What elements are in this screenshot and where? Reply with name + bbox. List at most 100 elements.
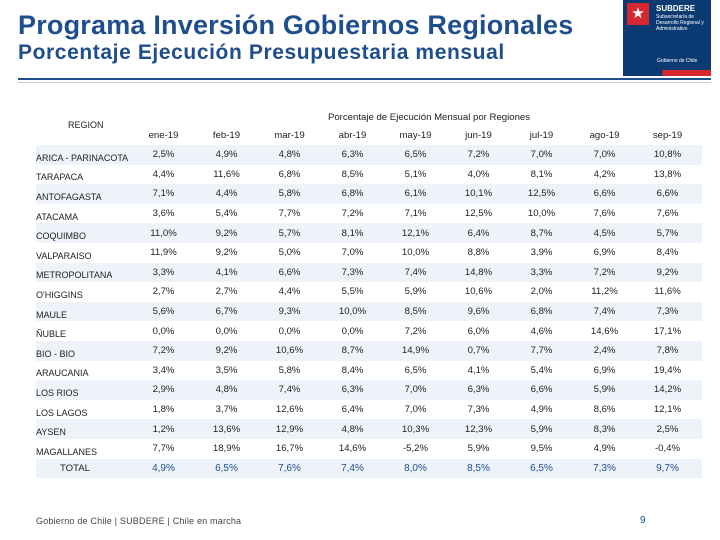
value-cell: 12,5% — [464, 208, 493, 220]
value-cell: 10,3% — [401, 423, 430, 435]
value-cell: 0,0% — [341, 325, 364, 337]
value-cell: 4,1% — [467, 364, 490, 376]
footer-text: Gobierno de Chile | SUBDERE | Chile en m… — [36, 516, 242, 526]
value-cell: 6,8% — [278, 168, 301, 180]
month-header: feb-19 — [212, 130, 241, 141]
value-cell: 3,6% — [152, 208, 175, 220]
group-header: Porcentaje de Ejecución Mensual por Regi… — [36, 112, 702, 123]
value-cell: 6,5% — [215, 462, 238, 474]
value-cell: 8,8% — [467, 247, 490, 259]
value-cell: 7,0% — [404, 404, 427, 416]
table-row: LOS RIOS 2,9% 4,8% 7,4% 6,3% 7,0% 6,3% 6,6% 5,9%… — [36, 380, 702, 400]
value-cell: 3,9% — [530, 247, 553, 259]
value-cell: 6,0% — [467, 325, 490, 337]
table-row: ARAUCANIA 3,4% 3,5% 5,8% 8,4% 6,5% 4,1% 5,4% 6,9… — [36, 361, 702, 381]
page-subtitle: Porcentaje Ejecución Presupuestaria mens… — [18, 41, 505, 64]
value-cell: 6,5% — [404, 364, 427, 376]
value-cell: 7,0% — [404, 384, 427, 396]
value-cell: 9,3% — [278, 306, 301, 318]
value-cell: 12,3% — [464, 423, 493, 435]
value-cell: 10,0% — [401, 247, 430, 259]
value-cell: 3,4% — [152, 364, 175, 376]
value-cell: 4,5% — [593, 227, 616, 239]
region-name: AYSEN — [36, 427, 66, 438]
value-cell: 19,4% — [653, 364, 682, 376]
value-cell: 7,3% — [341, 266, 364, 278]
value-cell: 14,2% — [653, 384, 682, 396]
value-cell: 5,0% — [278, 247, 301, 259]
table-row: VALPARAISO 11,9% 9,2% 5,0% 7,0% 10,0% 8,8% 3,9%… — [36, 243, 702, 263]
region-name: TOTAL — [59, 462, 91, 474]
value-cell: 0,0% — [152, 325, 175, 337]
value-cell: 7,0% — [341, 247, 364, 259]
value-cell: 0,0% — [215, 325, 238, 337]
value-cell: 5,1% — [404, 168, 427, 180]
value-cell: 8,7% — [530, 227, 553, 239]
month-header: may-19 — [384, 126, 447, 145]
value-cell: 12,1% — [653, 404, 682, 416]
value-cell: 14,9% — [401, 345, 430, 357]
region-name: ÑUBLE — [36, 329, 67, 340]
value-cell: 3,3% — [152, 266, 175, 278]
value-cell: 8,1% — [341, 227, 364, 239]
value-cell: 7,0% — [593, 149, 616, 161]
table-row: MAULE 5,6% 6,7% 9,3% 10,0% 8,5% 9,6% 6,8% 7,4% 7,… — [36, 301, 702, 322]
value-cell: 2,0% — [530, 286, 553, 298]
month-header: jul-19 — [510, 126, 573, 145]
month-header: ene-19 — [132, 126, 195, 145]
value-cell: 2,7% — [152, 286, 175, 298]
value-cell: 6,5% — [404, 149, 427, 161]
value-cell: 7,4% — [404, 266, 427, 278]
region-name: BIO - BIO — [36, 348, 76, 359]
region-name: MAULE — [36, 309, 68, 320]
value-cell: 11,9% — [150, 247, 177, 259]
value-cell: 7,2% — [341, 208, 364, 220]
value-cell: 7,3% — [467, 404, 490, 416]
value-cell: 12,5% — [527, 188, 556, 200]
value-cell: 4,9% — [215, 149, 238, 161]
value-cell: 4,9% — [152, 462, 175, 474]
value-cell: 2,4% — [593, 345, 616, 357]
value-cell: 11,6% — [654, 286, 681, 298]
value-cell: 12,9% — [275, 423, 304, 435]
month-header: jun-19 — [465, 130, 492, 141]
value-cell: 11,0% — [150, 227, 177, 239]
value-cell: 5,9% — [593, 384, 616, 396]
value-cell: 8,1% — [530, 168, 553, 180]
value-cell: 4,4% — [278, 286, 301, 298]
region-name: ATACAMA — [36, 211, 79, 222]
value-cell: 17,1% — [653, 325, 682, 337]
value-cell: 6,9% — [593, 364, 616, 376]
table-row: ARICA - PARINACOTA 2,5% 4,9% 4,8% 6,3% 6,5% 7,… — [36, 145, 702, 165]
value-cell: 7,3% — [656, 306, 679, 318]
value-cell: 10,0% — [338, 306, 367, 318]
value-cell: 8,3% — [593, 423, 616, 435]
value-cell: 1,2% — [152, 423, 175, 435]
value-cell: 5,4% — [530, 364, 553, 376]
month-header: ago-19 — [589, 130, 620, 141]
value-cell: 6,4% — [467, 227, 490, 239]
value-cell: 8,4% — [341, 364, 364, 376]
value-cell: 10,1% — [464, 188, 493, 200]
region-name: ANTOFAGASTA — [36, 191, 102, 202]
value-cell: 2,5% — [152, 149, 175, 161]
value-cell: 7,2% — [152, 345, 175, 357]
value-cell: 7,7% — [278, 208, 301, 220]
value-cell: 7,6% — [593, 208, 616, 220]
value-cell: 6,6% — [656, 188, 679, 200]
value-cell: 12,6% — [275, 404, 304, 416]
value-cell: 6,5% — [530, 462, 553, 474]
value-cell: 6,3% — [341, 384, 364, 396]
value-cell: -5,2% — [402, 443, 429, 455]
value-cell: 9,2% — [215, 345, 238, 357]
value-cell: 7,1% — [404, 208, 427, 220]
page-title: Programa Inversión Gobiernos Regionales — [18, 10, 574, 40]
region-name: VALPARAISO — [36, 250, 92, 261]
region-name: LOS RIOS — [36, 387, 79, 398]
month-header: abr-19 — [338, 130, 367, 141]
value-cell: 9,5% — [530, 443, 553, 455]
group-header-label: Porcentaje de Ejecución Mensual por Regi… — [327, 112, 531, 123]
table-row: O'HIGGINS 2,7% 2,7% 4,4% 5,5% 5,9% 10,6% 2,0% 11… — [36, 282, 702, 302]
value-cell: 3,7% — [215, 404, 238, 416]
value-cell: 7,2% — [467, 149, 490, 161]
